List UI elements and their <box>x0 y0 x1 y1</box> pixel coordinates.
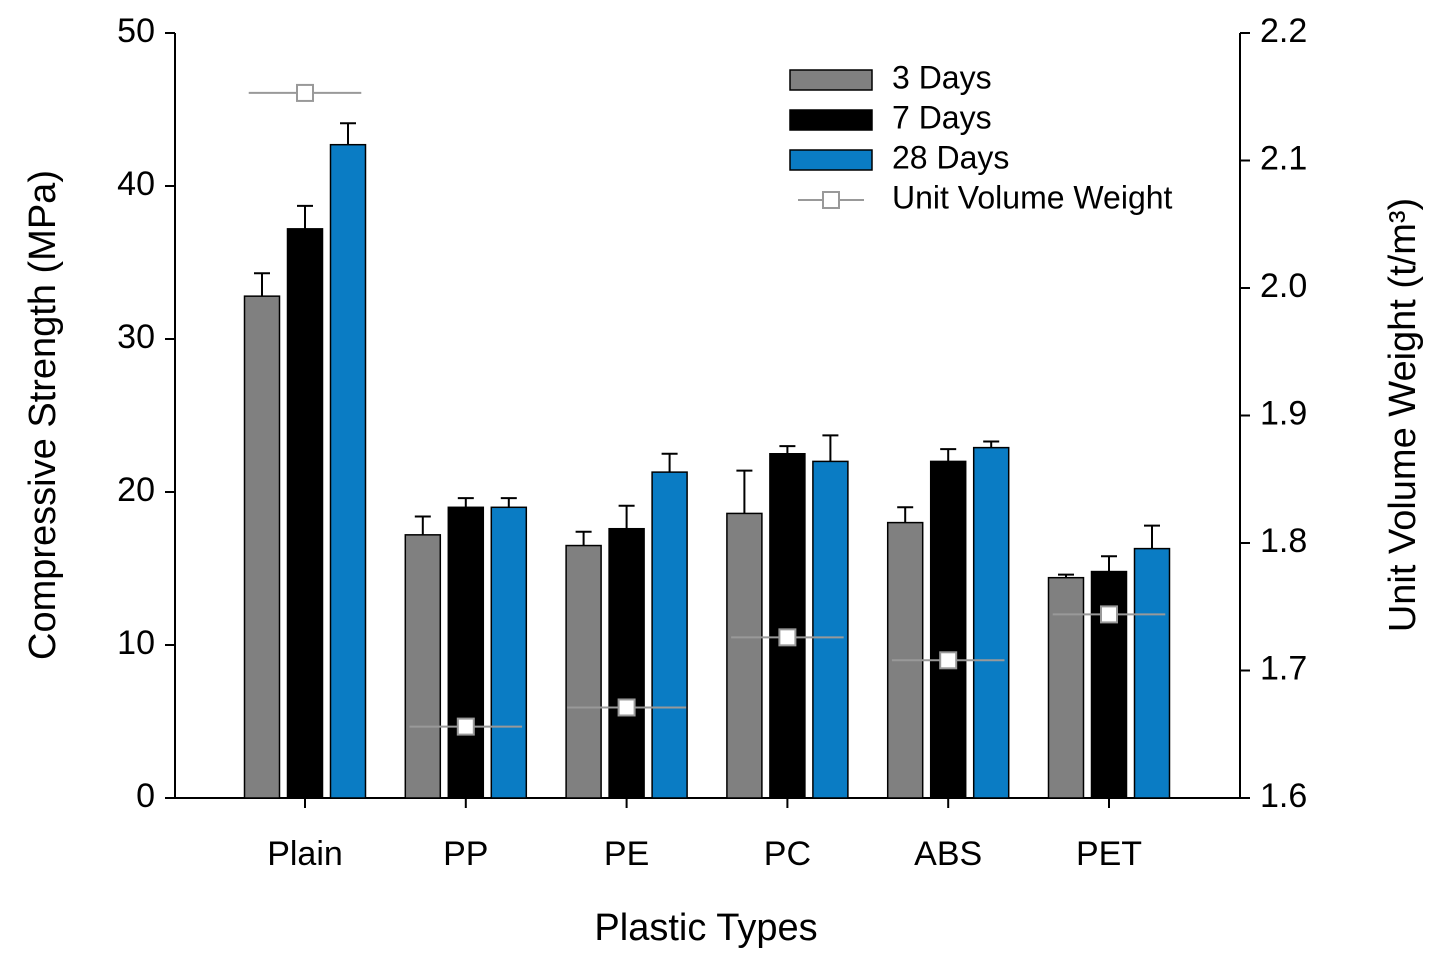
error-bar <box>618 504 635 529</box>
error-bar <box>1058 573 1074 578</box>
bar <box>565 544 602 799</box>
legend-label: 3 Days <box>892 59 992 95</box>
error-bar <box>779 445 796 454</box>
bar <box>447 506 485 799</box>
y2-tick-label: 1.6 <box>1260 777 1307 815</box>
error-bar <box>297 204 313 229</box>
y2-tick-label: 1.7 <box>1260 649 1307 687</box>
error-bar <box>575 530 592 546</box>
error-bar <box>500 497 517 508</box>
x-tick-label: PE <box>604 835 649 873</box>
marker <box>456 717 475 736</box>
marker <box>939 651 958 670</box>
error-bar <box>940 448 957 462</box>
y2-tick-label: 1.8 <box>1260 522 1307 560</box>
y-axis-title: Compressive Strength (MPa) <box>22 170 64 660</box>
y-tick-label: 40 <box>117 165 155 203</box>
x-tick-label: PP <box>443 835 488 873</box>
legend-label: 7 Days <box>892 99 992 135</box>
error-bar <box>1144 524 1160 549</box>
y2-axis-title: Unit Volume Weight (t/m³) <box>1382 198 1424 632</box>
bar <box>726 512 763 799</box>
legend-swatch <box>789 149 873 171</box>
error-bar <box>457 497 474 508</box>
x-tick-label: Plain <box>267 835 343 873</box>
marker <box>617 698 636 717</box>
y-tick-label: 10 <box>117 624 155 662</box>
error-bar <box>254 272 270 297</box>
error-bar <box>340 122 356 145</box>
marker <box>1100 605 1118 624</box>
legend-label: Unit Volume Weight <box>892 179 1173 215</box>
y-tick-label: 20 <box>117 471 155 509</box>
error-bar <box>1101 555 1117 572</box>
bar <box>651 471 688 799</box>
bar <box>1133 547 1171 799</box>
error-bar <box>661 452 678 473</box>
bar <box>490 506 528 799</box>
error-bar <box>897 506 914 523</box>
bar <box>286 228 324 799</box>
bar <box>812 460 849 799</box>
legend-marker <box>822 191 840 209</box>
y2-tick-label: 2.2 <box>1260 12 1307 50</box>
bar <box>929 460 967 799</box>
x-tick-label: PC <box>764 835 811 873</box>
bar <box>769 453 806 799</box>
y-tick-label: 50 <box>117 12 155 50</box>
error-bar <box>822 434 839 462</box>
bar <box>329 143 367 799</box>
error-bar <box>983 440 1000 448</box>
bar <box>1047 576 1085 799</box>
y2-tick-label: 1.9 <box>1260 394 1307 432</box>
marker <box>296 83 314 102</box>
error-bar <box>414 515 431 535</box>
bar <box>404 534 442 799</box>
x-tick-label: PET <box>1076 835 1142 873</box>
marker <box>778 628 797 647</box>
y2-tick-label: 2.0 <box>1260 267 1307 305</box>
legend-label: 28 Days <box>892 139 1009 175</box>
error-bar <box>736 469 753 514</box>
bar <box>243 295 281 799</box>
y-tick-label: 30 <box>117 318 155 356</box>
x-tick-label: ABS <box>914 835 982 873</box>
y-tick-label: 0 <box>136 777 155 815</box>
bar <box>608 527 645 799</box>
x-axis-title: Plastic Types <box>594 907 817 949</box>
bar <box>972 446 1010 799</box>
y2-tick-label: 2.1 <box>1260 139 1307 177</box>
legend-swatch <box>789 109 873 131</box>
legend-swatch <box>789 69 873 91</box>
